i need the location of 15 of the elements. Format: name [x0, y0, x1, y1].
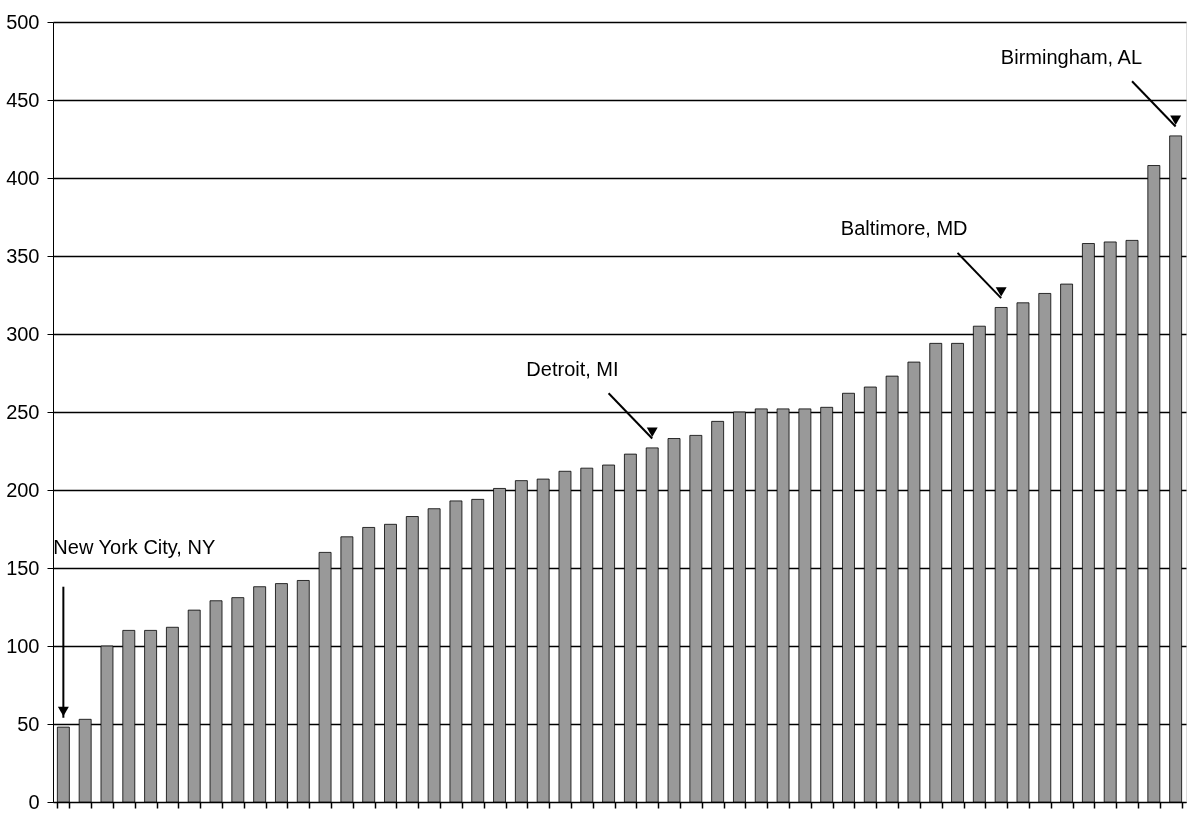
annotation: Detroit, MI	[526, 357, 619, 380]
annotation: Birmingham, AL	[1000, 45, 1143, 68]
y-tick-label: 450	[6, 88, 40, 111]
annotation: New York City, NY	[53, 535, 216, 558]
y-tick-label: 150	[6, 556, 40, 579]
y-tick-label: 350	[6, 244, 40, 267]
y-tick-label: 200	[6, 478, 40, 501]
y-tick-label: 50	[17, 712, 40, 735]
y-tick-label: 0	[28, 790, 40, 813]
annotation: Baltimore, MD	[840, 217, 968, 240]
y-tick-label: 400	[6, 166, 40, 189]
y-tick-label: 250	[6, 400, 40, 423]
y-tick-label: 300	[6, 322, 40, 345]
y-tick-label: 500	[6, 10, 40, 33]
y-tick-label: 100	[6, 634, 40, 657]
